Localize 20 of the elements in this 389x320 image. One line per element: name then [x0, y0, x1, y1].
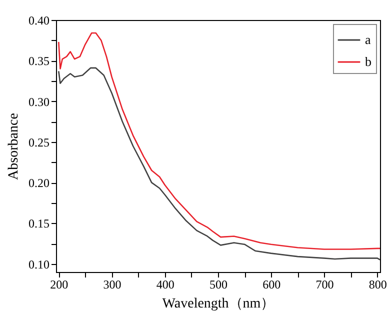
y-axis-title: Absorbance	[6, 113, 22, 180]
x-tick-label: 200	[50, 278, 68, 292]
y-tick-label: 0.15	[28, 216, 50, 231]
line-series	[58, 67, 380, 260]
x-tick-label: 300	[103, 278, 122, 292]
y-tick-label: 0.20	[28, 176, 50, 190]
x-tick-label: 800	[368, 278, 387, 292]
x-axis-title: Wavelength（nm）	[162, 296, 275, 312]
x-tick-label: 400	[156, 278, 174, 292]
y-tick-label: 0.25	[28, 135, 50, 150]
line-series	[58, 32, 380, 250]
x-tick-label: 600	[262, 278, 281, 292]
x-tick-label: 700	[316, 278, 334, 292]
y-tick-label: 0.10	[28, 257, 50, 272]
y-tick-label: 0.30	[28, 94, 50, 109]
legend-label: b	[365, 54, 372, 69]
legend-label: a	[365, 32, 371, 47]
y-tick-label: 0.35	[28, 54, 50, 68]
x-tick-label: 500	[210, 278, 228, 292]
y-tick-label: 0.40	[28, 14, 50, 28]
